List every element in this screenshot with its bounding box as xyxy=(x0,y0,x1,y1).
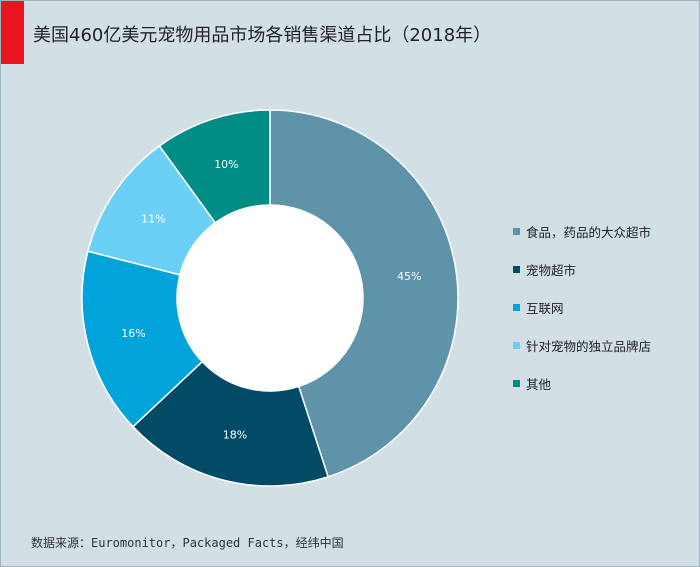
chart-title: 美国460亿美元宠物用品市场各销售渠道占比（2018年） xyxy=(33,25,492,46)
legend-item-pet-superstore: 宠物超市 xyxy=(513,261,651,278)
slice-label-pet-superstore: 18% xyxy=(223,429,247,442)
legend-swatch xyxy=(513,379,520,387)
legend-swatch xyxy=(513,341,520,349)
source-note: 数据来源：Euromonitor，Packaged Facts，经纬中国 xyxy=(31,536,344,550)
legend-swatch xyxy=(513,303,520,311)
legend-label: 食品，药品的大众超市 xyxy=(526,224,652,240)
legend-swatch xyxy=(513,227,520,235)
title-accent-bar xyxy=(1,1,24,64)
slice-label-other: 10% xyxy=(214,158,238,171)
slice-label-independent-pet-store: 11% xyxy=(141,213,165,226)
legend-item-independent-pet-store: 针对宠物的独立品牌店 xyxy=(513,337,652,354)
slice-label-supermarket: 45% xyxy=(397,270,421,283)
legend-label: 互联网 xyxy=(526,300,564,316)
legend-swatch xyxy=(513,265,520,273)
legend-item-internet: 互联网 xyxy=(513,299,651,316)
legend-item-supermarket: 食品，药品的大众超市 xyxy=(513,223,652,240)
legend-item-other: 其他 xyxy=(513,375,651,392)
legend-label: 针对宠物的独立品牌店 xyxy=(526,338,652,354)
chart-legend: 食品，药品的大众超市 宠物超市互联网针对宠物的独立品牌店 其他 xyxy=(513,223,651,413)
slice-label-internet: 16% xyxy=(121,327,145,340)
legend-label: 宠物超市 xyxy=(526,262,577,278)
donut-hole xyxy=(177,205,363,391)
legend-label: 其他 xyxy=(526,376,552,392)
